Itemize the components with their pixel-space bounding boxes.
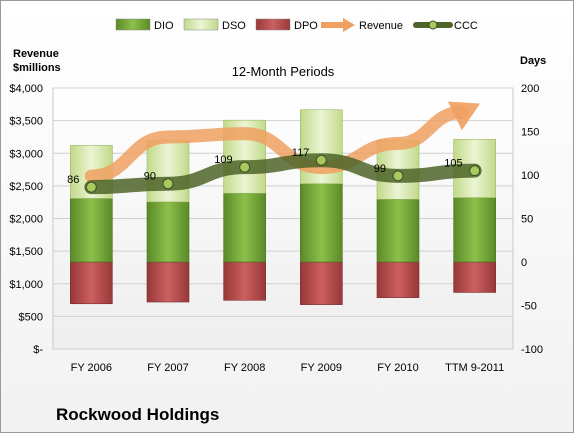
left-tick-label: $1,000 — [9, 279, 43, 291]
dio-bar — [70, 198, 113, 263]
x-tick-label: TTM 9-2011 — [445, 362, 504, 374]
left-tick-label: $2,000 — [9, 214, 43, 226]
gridlines — [53, 87, 513, 350]
ccc-point — [239, 161, 251, 173]
ccc-point — [85, 181, 97, 193]
dpo-bar — [453, 261, 496, 293]
ccc-data-label: 86 — [67, 174, 79, 186]
legend: DIO DSO DPO Revenue CCC — [115, 18, 478, 32]
left-tick-label: $2,500 — [9, 181, 43, 193]
dpo-bar — [300, 261, 343, 305]
chart-title: 12-Month Periods — [232, 64, 335, 79]
ccc-point — [315, 154, 327, 166]
dpo-bar — [70, 261, 113, 305]
ccc-series: 86 90 109 117 99 105 — [67, 147, 482, 195]
right-axis-label: Days — [520, 55, 546, 67]
legend-swatch-arrowhead — [343, 18, 355, 32]
dio-bar — [146, 201, 190, 263]
legend-label: CCC — [454, 20, 478, 32]
ccc-data-label: 109 — [214, 154, 232, 166]
dio-bar — [453, 197, 496, 263]
dpo-bar — [376, 261, 420, 298]
x-tick-label: FY 2010 — [377, 362, 418, 374]
right-axis-ticks: -100 -50 0 50 100 150 200 — [521, 83, 543, 356]
x-tick-label: FY 2007 — [147, 362, 188, 374]
ccc-point — [469, 165, 481, 177]
left-tick-label: $3,500 — [9, 116, 43, 128]
left-tick-label: $500 — [19, 311, 43, 323]
revenue-line — [84, 105, 469, 183]
dio-bar — [376, 199, 420, 263]
x-axis-ticks: FY 2006 FY 2007 FY 2008 FY 2009 FY 2010 TTM 9… — [71, 362, 505, 374]
left-axis-ticks: $- $500 $1,000 $1,500 $2,000 $2,500 $3,000 $3,5… — [9, 83, 43, 356]
ccc-data-label: 90 — [144, 171, 156, 183]
right-tick-label: -100 — [521, 344, 543, 356]
x-tick-label: FY 2006 — [71, 362, 112, 374]
legend-swatch — [183, 18, 219, 31]
ccc-point — [162, 178, 174, 190]
legend-swatch — [255, 18, 291, 31]
legend-swatch — [115, 18, 151, 31]
left-tick-label: $1,500 — [9, 246, 43, 258]
revenue-series — [84, 101, 481, 183]
dio-bar — [300, 183, 343, 263]
ccc-data-label: 117 — [292, 147, 310, 159]
legend-label: DSO — [222, 20, 246, 32]
right-tick-label: 50 — [521, 214, 533, 226]
left-tick-label: $- — [33, 344, 43, 356]
right-tick-label: 200 — [521, 83, 539, 95]
right-tick-label: -50 — [521, 301, 537, 313]
right-tick-label: 100 — [521, 170, 539, 182]
legend-swatch-marker — [428, 20, 438, 30]
company-name: Rockwood Holdings — [56, 405, 220, 424]
x-tick-label: FY 2008 — [224, 362, 265, 374]
ccc-data-label: 105 — [444, 158, 462, 170]
dio-bar — [223, 192, 266, 263]
legend-label: Revenue — [359, 20, 403, 32]
left-axis-label-millions: $millions — [13, 62, 61, 74]
left-axis-label-revenue: Revenue — [13, 48, 59, 60]
legend-label: DPO — [294, 20, 318, 32]
revenue-arrowhead — [447, 101, 481, 131]
left-tick-label: $3,000 — [9, 148, 43, 160]
x-tick-label: FY 2009 — [301, 362, 342, 374]
dpo-bar — [146, 261, 190, 303]
dpo-bar — [223, 261, 266, 301]
ccc-point — [392, 170, 404, 182]
right-tick-label: 150 — [521, 127, 539, 139]
right-tick-label: 0 — [521, 257, 527, 269]
ccc-data-label: 99 — [374, 163, 386, 175]
legend-label: DIO — [154, 20, 174, 32]
left-tick-label: $4,000 — [9, 83, 43, 95]
